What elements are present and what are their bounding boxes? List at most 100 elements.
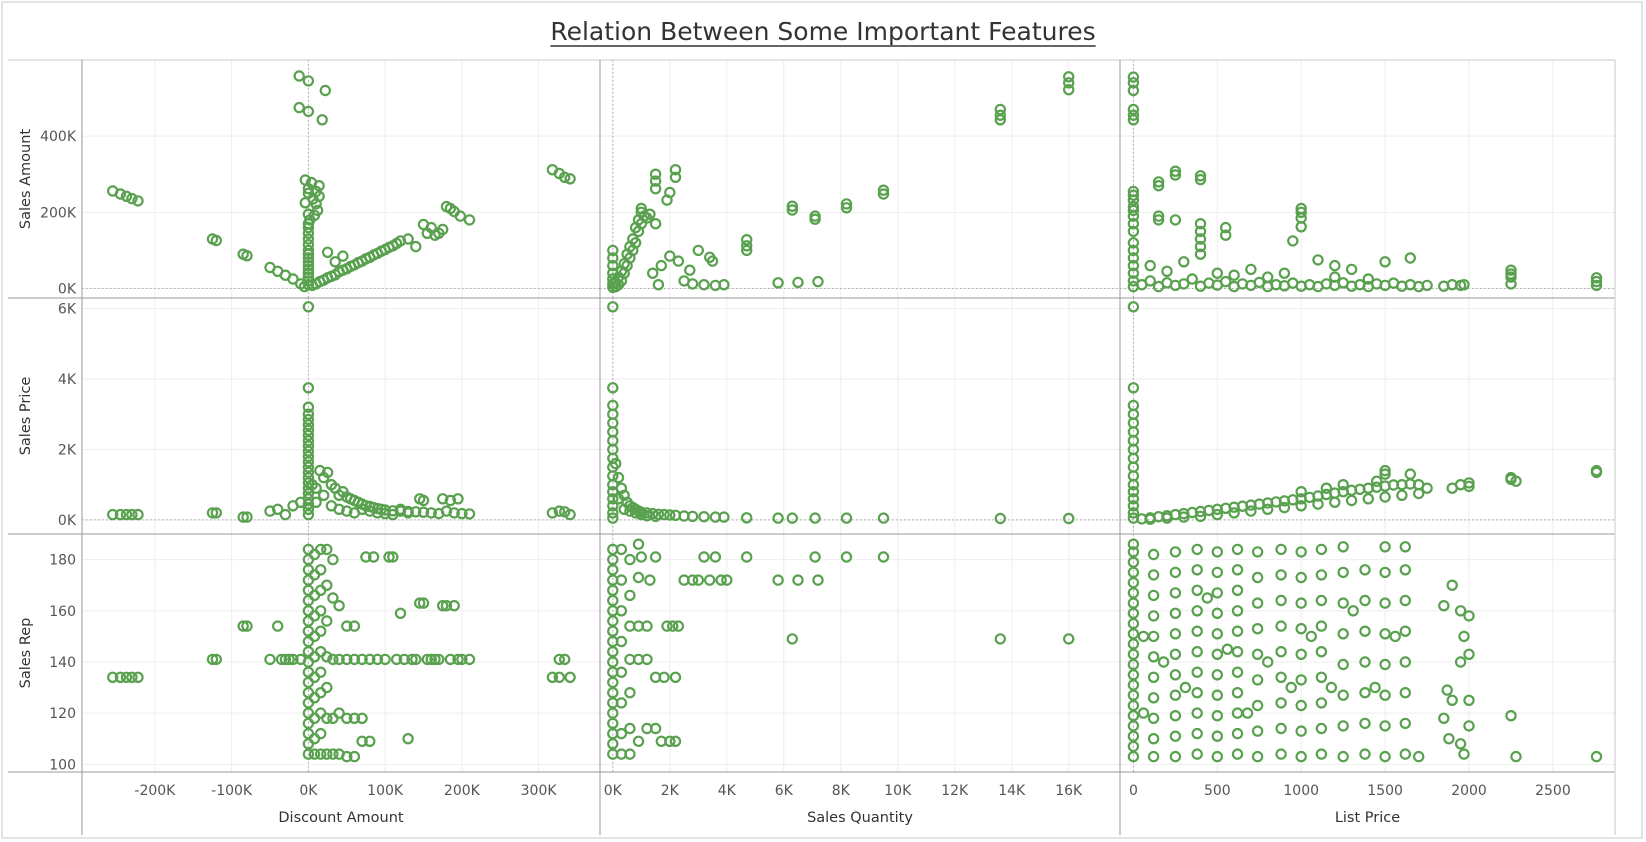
- data-point: [809, 551, 821, 563]
- data-point: [302, 508, 315, 521]
- data-point: [877, 188, 890, 200]
- data-point: [1359, 656, 1371, 668]
- data-point: [1191, 564, 1203, 576]
- x-tick-label: 0K: [299, 783, 318, 799]
- data-point: [120, 508, 133, 521]
- data-point: [1169, 628, 1182, 640]
- x-tick-label: 200K: [444, 783, 481, 799]
- data-point: [302, 401, 315, 413]
- data-point: [1315, 748, 1328, 760]
- data-point: [321, 579, 333, 591]
- data-point: [1211, 648, 1224, 661]
- data-point: [615, 543, 628, 556]
- data-point: [1127, 486, 1140, 498]
- data-point: [1211, 669, 1224, 681]
- data-point: [302, 435, 315, 447]
- data-point: [1379, 689, 1391, 701]
- data-point: [564, 173, 576, 185]
- data-point: [652, 279, 665, 291]
- data-point: [371, 507, 384, 519]
- data-point: [341, 712, 353, 725]
- data-point: [607, 252, 619, 264]
- data-point: [210, 234, 222, 247]
- data-point: [1505, 278, 1517, 290]
- data-point: [1062, 633, 1075, 645]
- data-point: [553, 505, 566, 517]
- data-point: [456, 507, 468, 520]
- data-point: [1399, 717, 1412, 730]
- data-point: [1245, 263, 1257, 276]
- data-point: [641, 653, 653, 666]
- data-point: [348, 712, 361, 725]
- data-point: [1127, 77, 1140, 89]
- panel-frame-layer: [8, 59, 1616, 835]
- data-point: [1251, 597, 1264, 609]
- data-point: [463, 508, 476, 520]
- data-point: [1127, 493, 1140, 505]
- data-point: [299, 197, 311, 209]
- data-point: [718, 279, 730, 291]
- data-point: [379, 507, 391, 520]
- data-point: [1221, 643, 1234, 655]
- data-point: [1194, 225, 1207, 238]
- data-point: [1127, 71, 1140, 83]
- data-point: [1337, 628, 1349, 640]
- data-point: [1169, 648, 1182, 661]
- data-point: [1127, 225, 1140, 238]
- data-point: [1446, 579, 1458, 591]
- data-point: [302, 503, 315, 515]
- data-point: [559, 171, 571, 183]
- x-tick-label: 2K: [661, 783, 680, 799]
- data-point: [612, 271, 625, 283]
- data-point: [1275, 697, 1287, 709]
- data-point: [792, 276, 804, 289]
- data-point: [321, 712, 333, 725]
- data-point: [106, 508, 119, 521]
- data-point: [1275, 569, 1287, 581]
- data-point: [840, 551, 853, 563]
- data-point: [1505, 271, 1517, 283]
- data-point: [664, 509, 676, 521]
- data-point: [1329, 271, 1341, 283]
- x-tick-label: 300K: [521, 783, 558, 799]
- data-point: [1161, 265, 1173, 277]
- data-point: [1441, 684, 1453, 696]
- data-point: [302, 461, 315, 473]
- data-point: [1127, 538, 1140, 550]
- data-point: [356, 503, 368, 515]
- x-tick-label: 1000: [1283, 783, 1319, 799]
- x-tick-label: 10K: [884, 783, 912, 799]
- data-point: [1251, 725, 1264, 737]
- data-point: [1127, 617, 1140, 630]
- data-point: [1261, 656, 1274, 668]
- data-point: [644, 574, 656, 586]
- data-point: [607, 500, 619, 512]
- data-point: [333, 600, 345, 612]
- data-point: [1127, 730, 1140, 742]
- data-point: [1179, 681, 1192, 694]
- data-point: [994, 114, 1007, 126]
- data-point: [1337, 479, 1349, 491]
- data-point: [206, 653, 219, 666]
- data-point: [1315, 646, 1328, 658]
- data-point: [356, 653, 368, 666]
- data-point: [1127, 109, 1140, 121]
- data-point: [1463, 720, 1475, 732]
- data-point: [1454, 738, 1467, 750]
- data-point: [132, 195, 144, 207]
- data-point: [406, 653, 418, 666]
- data-point: [615, 574, 628, 586]
- data-point: [348, 620, 361, 632]
- data-point: [302, 456, 315, 468]
- data-point: [1379, 628, 1391, 640]
- data-point: [1590, 750, 1603, 763]
- data-point: [1194, 173, 1207, 186]
- data-point: [1412, 750, 1425, 763]
- data-point: [1362, 273, 1375, 285]
- y-tick-label: 200K: [40, 205, 77, 221]
- data-point: [1345, 494, 1358, 507]
- x-tick-label: 4K: [718, 783, 737, 799]
- data-point: [661, 194, 673, 206]
- data-point: [1161, 512, 1173, 524]
- data-point: [624, 505, 636, 517]
